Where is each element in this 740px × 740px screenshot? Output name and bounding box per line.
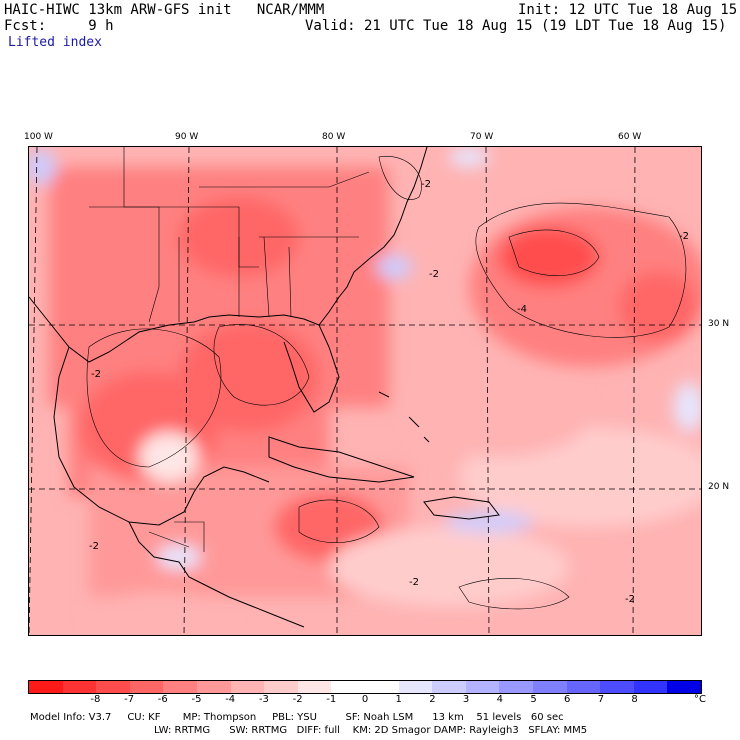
colorbar-tick-label: -5 [191, 694, 202, 705]
colorbar-swatch [62, 681, 97, 693]
colorbar-tick-label: -8 [90, 694, 101, 705]
contour-label: -2 [409, 577, 419, 588]
contour-label: -2 [625, 594, 635, 605]
contour-label: -2 [429, 269, 439, 280]
field-name: Lifted index [8, 35, 102, 50]
lat-label-20n: 20 N [708, 482, 730, 492]
lon-label-100w: 100 W [24, 132, 53, 142]
lon-label-80w: 80 W [322, 132, 346, 142]
colorbar-swatch [600, 681, 634, 693]
forecast-hour: Fcst: 9 h [4, 18, 114, 34]
colorbar-swatch [633, 681, 668, 693]
colorbar-swatch [96, 681, 130, 693]
colorbar-swatch [29, 681, 63, 693]
colorbar-swatch [196, 681, 231, 693]
colorbar-tick-label: -6 [157, 694, 168, 705]
colorbar-tick-label: 4 [496, 694, 503, 705]
lat-label-30n: 30 N [708, 319, 730, 329]
colorbar-swatch [398, 681, 433, 693]
colorbar [28, 680, 702, 694]
valid-time: Valid: 21 UTC Tue 18 Aug 15 (19 LDT Tue … [305, 18, 727, 34]
latlon-grid [29, 147, 701, 635]
lon-label-60w: 60 W [618, 132, 642, 142]
colorbar-tick-label: -1 [326, 694, 337, 705]
colorbar-tick-label: 8 [631, 694, 638, 705]
colorbar-tick-label: -2 [292, 694, 303, 705]
colorbar-swatch [566, 681, 601, 693]
political-borders [89, 147, 370, 552]
colorbar-swatch [432, 681, 466, 693]
colorbar-swatch [667, 681, 701, 693]
colorbar-swatch [364, 681, 399, 693]
coastlines [29, 147, 500, 628]
contour-label: -2 [89, 541, 99, 552]
colorbar-swatch [230, 681, 265, 693]
colorbar-swatch [499, 681, 533, 693]
colorbar-tick-label: -3 [258, 694, 269, 705]
contour-label: -2 [91, 369, 101, 380]
colorbar-tick-label: -4 [225, 694, 236, 705]
model-info-line1: Model Info: V3.7 CU: KF MP: Thompson PBL… [30, 712, 564, 723]
colorbar-tick-label: 0 [361, 694, 369, 705]
colorbar-swatch [532, 681, 567, 693]
lon-label-70w: 70 W [470, 132, 494, 142]
model-info-line2: LW: RRTMG SW: RRTMG DIFF: full KM: 2D Sm… [154, 725, 588, 736]
contour-label: -2 [679, 231, 689, 242]
colorbar-swatch [331, 681, 365, 693]
contour-label: -4 [517, 304, 527, 315]
map-canvas: -2 -2 -2 -2 -4 -2 -2 -2 [29, 147, 701, 635]
colorbar-swatch [129, 681, 164, 693]
colorbar-tick-label: 3 [462, 694, 470, 705]
lifted-index-map: -2 -2 -2 -2 -4 -2 -2 -2 [28, 146, 702, 636]
colorbar-swatch [264, 681, 298, 693]
colorbar-tick-label: 5 [530, 694, 537, 705]
lon-label-90w: 90 W [175, 132, 199, 142]
colorbar-swatch [297, 681, 332, 693]
colorbar-swatch [163, 681, 197, 693]
colorbar-swatch [465, 681, 500, 693]
colorbar-tick-label: 7 [597, 694, 605, 705]
colorbar-tick-label: -7 [124, 694, 135, 705]
init-time: Init: 12 UTC Tue 18 Aug 15 [518, 2, 738, 18]
colorbar-tick-label: 2 [429, 694, 436, 705]
contour-label: -2 [421, 179, 431, 190]
colorbar-tick-label: 1 [395, 694, 402, 705]
colorbar-unit: °C [694, 694, 706, 705]
model-title: HAIC-HIWC 13km ARW-GFS init NCAR/MMM [4, 2, 325, 18]
colorbar-tick-label: 6 [564, 694, 571, 705]
